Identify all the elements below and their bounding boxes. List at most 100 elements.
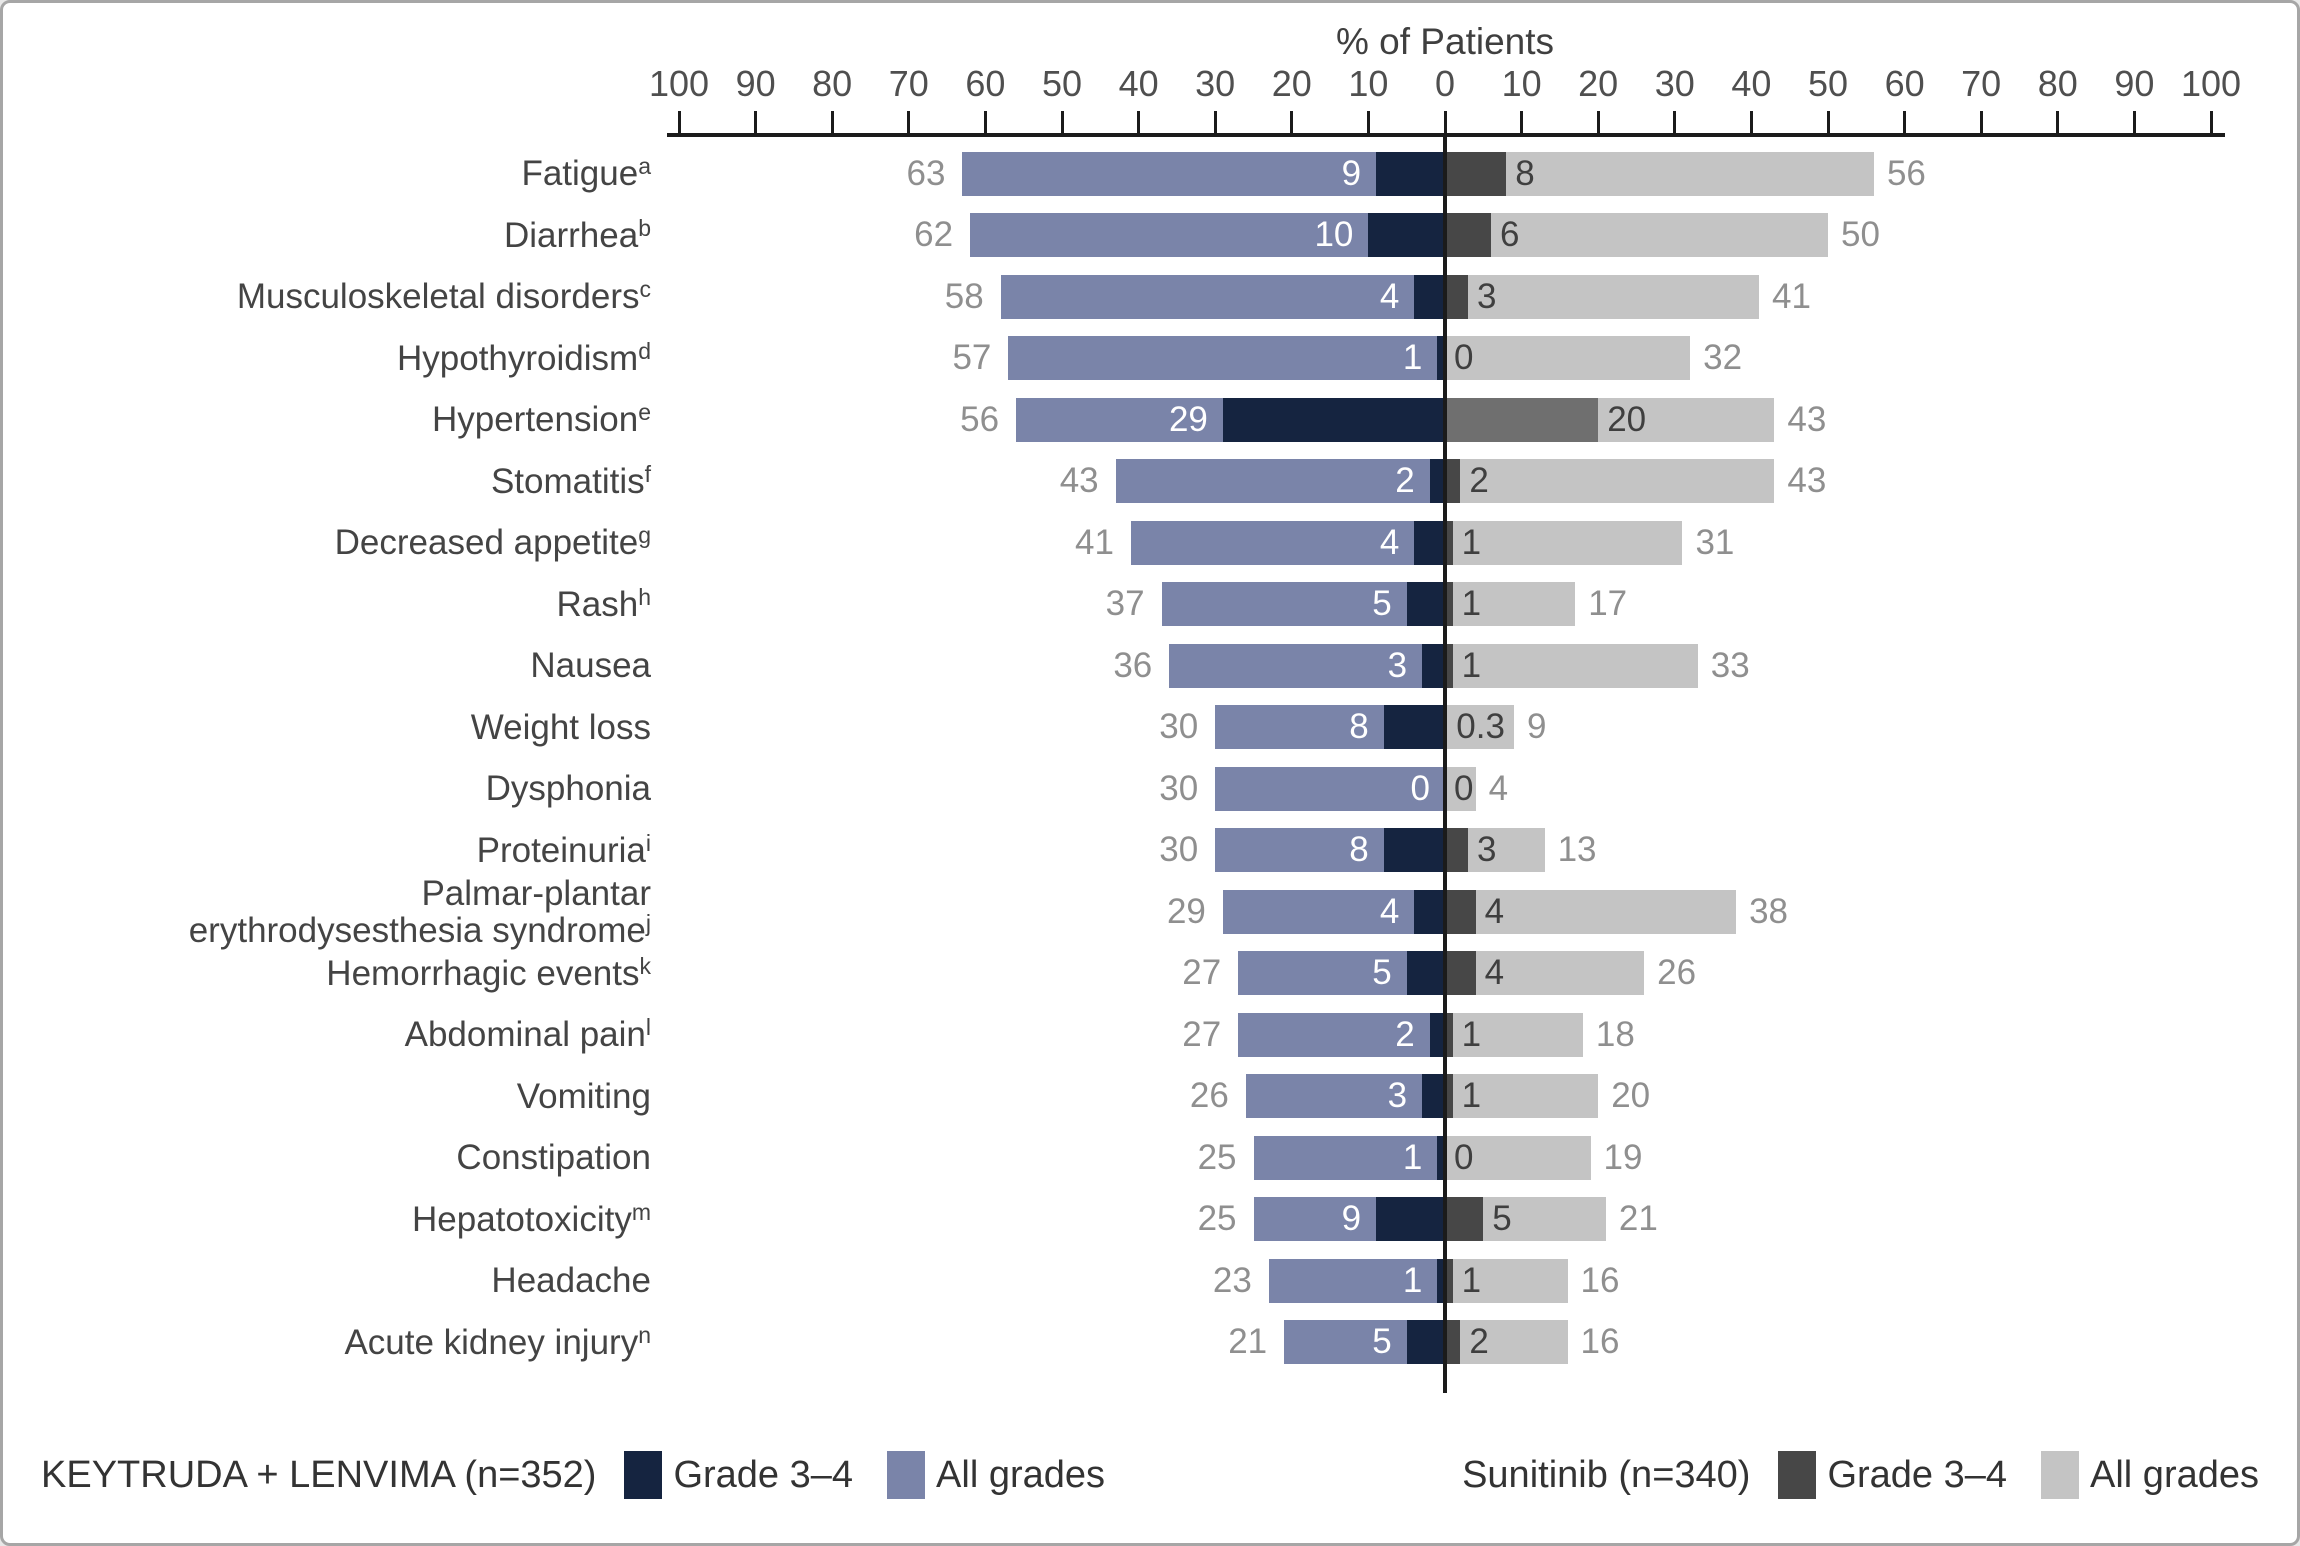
- keytruda-all-grades-bar: [1000, 274, 1445, 319]
- row-label-line: Musculoskeletal disordersc: [236, 276, 651, 317]
- axis-tick-label: 10: [1501, 63, 1542, 104]
- keytruda-all-grades-value: 25: [1197, 1199, 1237, 1239]
- sunitinib-grade34-value: 1: [1461, 1260, 1482, 1300]
- sunitinib-grade34-segment: [1445, 643, 1453, 688]
- row-label-line: Fatiguea: [521, 153, 651, 194]
- legend-label-keytruda-grade34: Grade 3–4: [673, 1453, 854, 1496]
- row-label: Palmar-plantar erythrodysesthesia syndrom…: [3, 875, 651, 949]
- axis-tick-label: 30: [1654, 63, 1695, 104]
- keytruda-all-grades-bar: [1268, 1258, 1445, 1303]
- sunitinib-all-grades-bar: [1445, 274, 1760, 319]
- axis-tick-mark: [907, 111, 911, 133]
- keytruda-all-grades-value: 36: [1113, 645, 1153, 685]
- sunitinib-all-grades-bar: [1445, 336, 1691, 381]
- ae-row: Hemorrhagic eventsk 5 27 4 26: [3, 943, 2297, 1005]
- ae-row: Musculoskeletal disordersc 4 58 3 41: [3, 266, 2297, 328]
- keytruda-all-grades-value: 29: [1166, 891, 1206, 931]
- keytruda-grade34-segment: [1383, 828, 1445, 873]
- keytruda-all-grades-bar: [970, 213, 1445, 258]
- sunitinib-all-grades-value: 31: [1695, 522, 1735, 562]
- sunitinib-grade34-value: 1: [1461, 1076, 1482, 1116]
- ae-row: Acute kidney injuryn 5 21 2 16: [3, 1312, 2297, 1374]
- keytruda-grade34-value: 1: [1402, 338, 1423, 378]
- sunitinib-all-grades-value: 4: [1488, 768, 1509, 808]
- sunitinib-all-grades-bar: [1445, 1258, 1568, 1303]
- row-label: Abdominal painl: [3, 1004, 651, 1066]
- row-label-line: Rashh: [556, 583, 651, 624]
- keytruda-grade34-segment: [1376, 151, 1445, 196]
- axis-tick-mark: [1749, 111, 1753, 133]
- sunitinib-all-grades-value: 16: [1580, 1322, 1620, 1362]
- row-label: Fatiguea: [3, 143, 651, 205]
- sunitinib-all-grades-value: 18: [1595, 1014, 1635, 1054]
- sunitinib-all-grades-bar: [1445, 520, 1683, 565]
- axis-tick-label: 30: [1195, 63, 1236, 104]
- row-footnote-marker: h: [638, 583, 651, 610]
- keytruda-all-grades-bar: [1253, 1135, 1445, 1180]
- axis-tick-mark: [1366, 111, 1370, 133]
- axis-tick-mark: [754, 111, 758, 133]
- keytruda-all-grades-value: 30: [1159, 707, 1199, 747]
- sunitinib-all-grades-bar: [1445, 951, 1645, 996]
- row-footnote-marker: k: [639, 952, 652, 979]
- axis-title: % of Patients: [1335, 21, 1555, 62]
- keytruda-all-grades-bar: [962, 151, 1445, 196]
- sunitinib-grade34-value: 2: [1469, 1322, 1489, 1362]
- sunitinib-grade34-value: 3: [1476, 830, 1497, 870]
- ae-row: Dysphonia 0 30 0 4: [3, 758, 2297, 820]
- sunitinib-all-grades-bar: [1445, 1135, 1591, 1180]
- keytruda-all-grades-value: 41: [1075, 522, 1114, 562]
- axis-tick-mark: [1520, 111, 1524, 133]
- row-footnote-marker: m: [631, 1198, 651, 1225]
- ae-row: Hepatotoxicitym 9 25 5 21: [3, 1189, 2297, 1251]
- sunitinib-all-grades-bar: [1445, 213, 1828, 258]
- keytruda-all-grades-bar: [1115, 459, 1445, 504]
- sunitinib-grade34-segment: [1445, 1320, 1461, 1365]
- row-footnote-marker: f: [644, 460, 651, 487]
- keytruda-grade34-segment: [1437, 1135, 1445, 1180]
- keytruda-all-grades-bar: [1215, 766, 1445, 811]
- legend-label-sunitinib-grade34: Grade 3–4: [1827, 1453, 2008, 1496]
- keytruda-grade34-segment: [1414, 274, 1445, 319]
- row-label: Decreased appetiteg: [3, 512, 651, 574]
- sunitinib-grade34-value: 1: [1461, 1014, 1482, 1054]
- sunitinib-grade34-value: 1: [1461, 645, 1482, 685]
- row-label: Hypothyroidismd: [3, 328, 651, 390]
- axis-tick-label: 70: [1961, 63, 2002, 104]
- row-label-line: Hypothyroidismd: [397, 337, 651, 378]
- sunitinib-grade34-value: 0.3: [1456, 707, 1505, 747]
- row-label: Acute kidney injuryn: [3, 1312, 651, 1374]
- row-label: Hepatotoxicitym: [3, 1189, 651, 1251]
- row-label-line: Decreased appetiteg: [334, 522, 651, 563]
- keytruda-all-grades-value: 37: [1105, 584, 1145, 624]
- axis-tick-mark: [677, 111, 681, 133]
- legend-group-label-keytruda: KEYTRUDA + LENVIMA (n=352): [41, 1453, 597, 1496]
- sunitinib-all-grades-bar: [1445, 643, 1698, 688]
- keytruda-grade34-value: 5: [1372, 1322, 1392, 1362]
- keytruda-all-grades-value: 56: [960, 399, 1000, 439]
- keytruda-grade34-value: 9: [1341, 153, 1362, 193]
- axis-tick-label: 60: [1884, 63, 1925, 104]
- axis-tick-mark: [1213, 111, 1217, 133]
- ae-row: Palmar-plantar erythrodysesthesia syndrom…: [3, 875, 2297, 949]
- sunitinib-grade34-value: 4: [1484, 953, 1505, 993]
- row-label: Weight loss: [3, 697, 651, 759]
- keytruda-all-grades-value: 23: [1212, 1260, 1252, 1300]
- row-label: Hemorrhagic eventsk: [3, 943, 651, 1005]
- keytruda-grade34-value: 0: [1410, 768, 1430, 808]
- sunitinib-all-grades-value: 13: [1557, 830, 1597, 870]
- row-footnote-marker: e: [638, 399, 651, 426]
- keytruda-grade34-value: 10: [1314, 215, 1354, 255]
- sunitinib-grade34-segment: [1445, 520, 1453, 565]
- row-label: Dysphonia: [3, 758, 651, 820]
- keytruda-grade34-value: 4: [1379, 276, 1400, 316]
- axis-tick-label: 20: [1271, 63, 1312, 104]
- keytruda-grade34-value: 9: [1341, 1199, 1362, 1239]
- keytruda-grade34-value: 4: [1379, 891, 1400, 931]
- ae-row: Hypertensione 29 56 20 43: [3, 389, 2297, 451]
- row-label-line: Stomatitisf: [490, 460, 651, 501]
- sunitinib-all-grades-bar: [1445, 705, 1514, 750]
- row-footnote-marker: j: [645, 909, 651, 936]
- keytruda-all-grades-value: 26: [1189, 1076, 1229, 1116]
- ae-row: Rashh 5 37 1 17: [3, 574, 2297, 636]
